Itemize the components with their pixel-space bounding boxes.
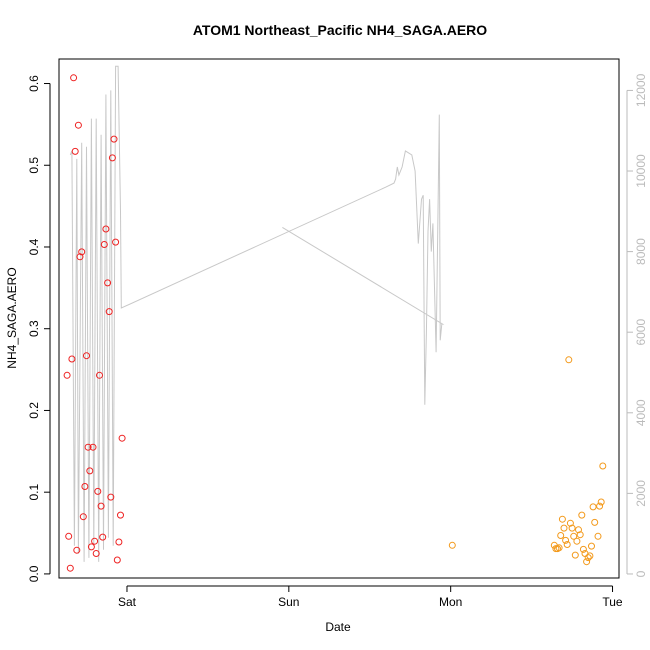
- series-1-point: [108, 154, 116, 162]
- series-1-point: [84, 443, 92, 451]
- series-1-point: [107, 493, 115, 501]
- chart-title: ATOM1 Northeast_Pacific NH4_SAGA.AERO: [193, 22, 487, 38]
- series-1-point: [70, 74, 78, 82]
- series-2-point: [558, 515, 566, 523]
- series-1-point: [105, 308, 113, 316]
- series-1-point: [110, 135, 118, 143]
- series-1-point: [115, 538, 123, 546]
- series-2-point: [594, 532, 602, 540]
- series-2-point: [557, 532, 565, 539]
- series-2-point: [570, 532, 578, 540]
- series-1-point: [66, 564, 74, 572]
- series-1-point: [87, 543, 95, 551]
- series-2-point: [599, 462, 607, 470]
- series-1-point: [118, 434, 126, 442]
- series-2-point: [583, 558, 591, 566]
- altitude-line: [69, 65, 445, 562]
- series-2-point: [565, 356, 573, 364]
- series-1-point: [86, 467, 94, 475]
- right-tick-label: 4000: [634, 399, 648, 426]
- series-2-point: [578, 511, 586, 519]
- series-2-point: [591, 518, 599, 526]
- series-1-point: [104, 279, 112, 287]
- series-1-point: [68, 355, 76, 363]
- right-tick-label: 12000: [634, 73, 648, 107]
- series-1-point: [112, 238, 120, 246]
- series-1-point: [117, 511, 124, 519]
- series-1-point: [81, 483, 89, 490]
- series-1-point: [113, 556, 121, 564]
- right-y-axis: 0 2000 4000 6000 8000 10000 12000: [626, 73, 648, 577]
- series-2-point: [575, 526, 582, 534]
- left-y-axis: 0.0 0.1 0.2 0.3 0.4 0.5 0.6: [27, 75, 51, 582]
- left-tick-label: 0.4: [27, 238, 41, 255]
- series-1-point: [79, 513, 87, 521]
- series-1-point: [92, 550, 100, 557]
- series-1-point: [100, 241, 108, 248]
- series-2-point: [571, 551, 579, 559]
- points-layer: [63, 74, 607, 572]
- left-tick-label: 0.1: [27, 484, 41, 501]
- series-2-point: [584, 554, 592, 562]
- left-tick-label: 0.3: [27, 320, 41, 337]
- right-tick-label: 6000: [634, 319, 648, 346]
- left-tick-label: 0.6: [27, 75, 41, 92]
- series-2-point: [568, 524, 576, 532]
- series-2-point: [573, 537, 581, 545]
- series-1-point: [83, 352, 90, 360]
- series-1-point: [91, 537, 99, 545]
- left-tick-label: 0.0: [27, 565, 41, 582]
- series-1-point: [89, 443, 97, 451]
- series-1-point: [99, 533, 107, 541]
- series-2-point: [588, 542, 595, 550]
- right-tick-label: 8000: [634, 238, 648, 265]
- series-1-point: [94, 487, 102, 495]
- series-1-point: [71, 147, 79, 155]
- series-1-point: [65, 532, 73, 540]
- series-1-point: [102, 225, 110, 233]
- series-2-point: [555, 544, 563, 552]
- series-1-point: [76, 253, 84, 261]
- series-2-point: [566, 519, 574, 527]
- series-1-point: [63, 371, 71, 379]
- left-tick-label: 0.2: [27, 402, 41, 419]
- x-axis: Sat Sun Mon Tue: [118, 585, 623, 609]
- series-2-point: [560, 524, 568, 532]
- series-2-point: [448, 541, 456, 549]
- series-2-point: [562, 536, 570, 544]
- x-axis-label: Date: [325, 620, 351, 634]
- right-tick-label: 0: [634, 570, 648, 577]
- series-2-point: [596, 502, 604, 510]
- series-2-point: [586, 552, 594, 560]
- x-tick-label: Sat: [118, 595, 137, 609]
- right-tick-label: 10000: [634, 154, 648, 188]
- series-2-point: [576, 531, 584, 539]
- right-tick-label: 2000: [634, 480, 648, 507]
- series-2-point: [579, 545, 587, 553]
- altitude-line-layer: [69, 65, 445, 562]
- plot-frame: [58, 58, 620, 579]
- x-tick-label: Tue: [602, 595, 623, 609]
- series-1-point: [96, 371, 103, 379]
- series-2-point: [589, 503, 597, 511]
- x-tick-label: Sun: [278, 595, 299, 609]
- x-tick-label: Mon: [439, 595, 462, 609]
- series-2-point: [563, 541, 571, 548]
- series-1-point: [74, 121, 82, 129]
- series-1-point: [73, 546, 81, 554]
- series-1-point: [78, 248, 86, 256]
- series-2-point: [597, 498, 605, 506]
- left-tick-label: 0.5: [27, 157, 41, 174]
- series-1-point: [97, 502, 105, 510]
- y-axis-label: NH4_SAGA.AERO: [5, 267, 19, 368]
